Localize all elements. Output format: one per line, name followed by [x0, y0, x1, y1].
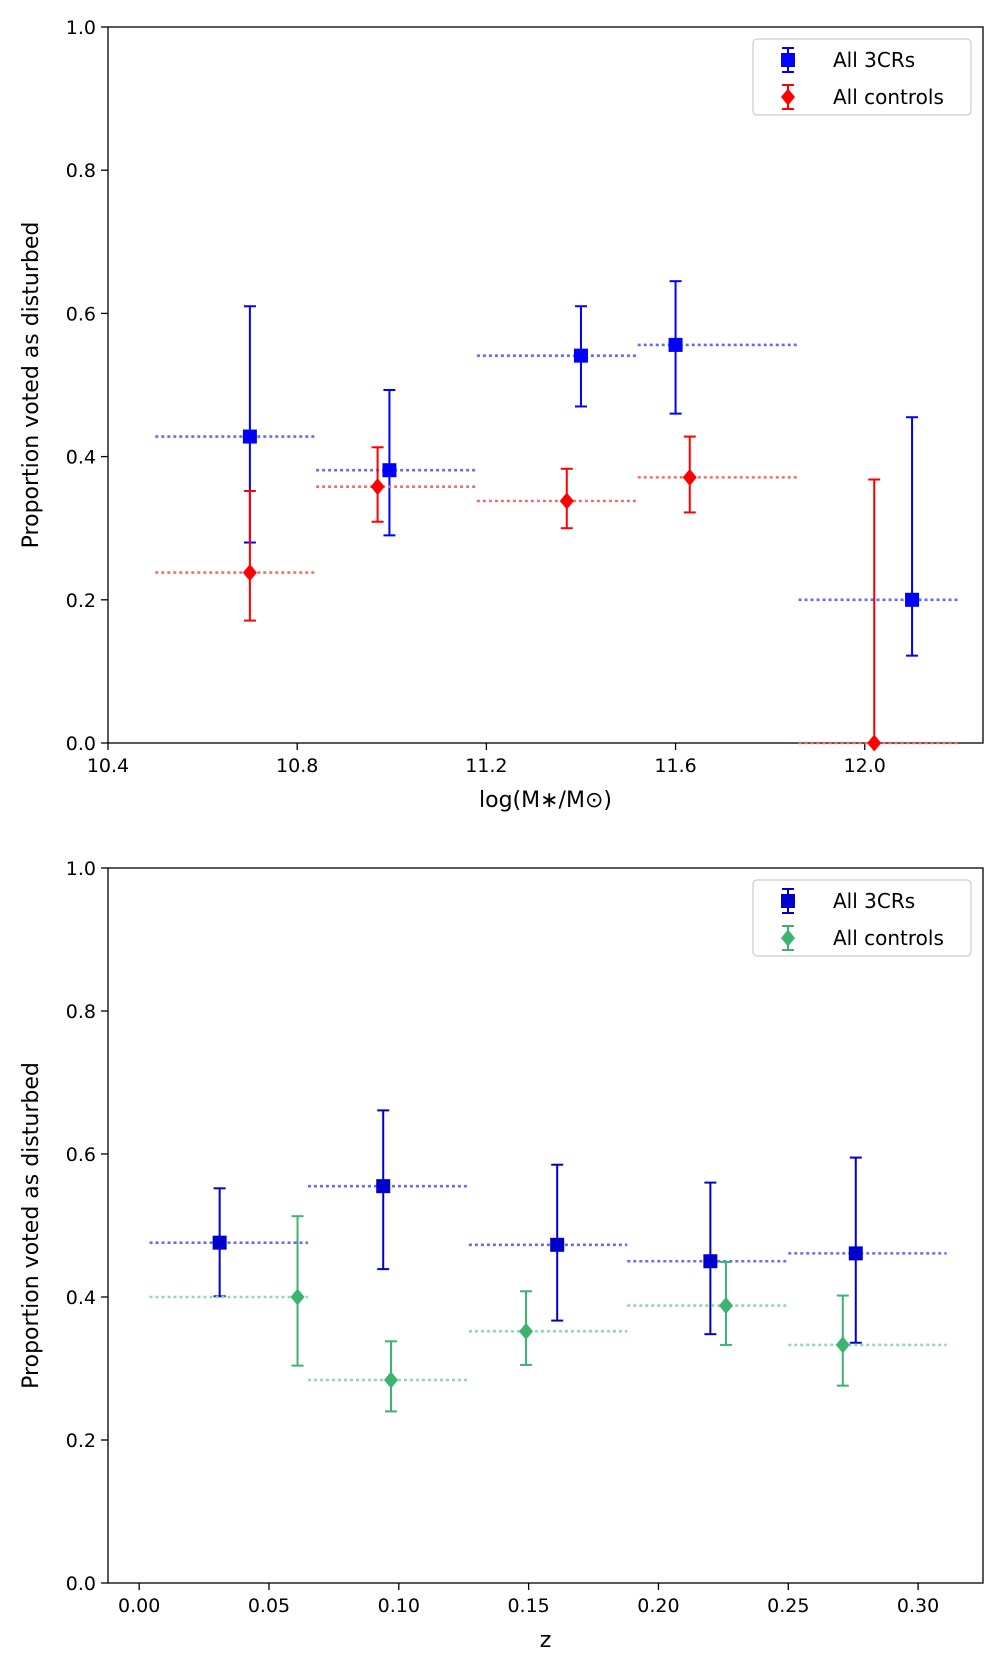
data-point-square: [376, 1179, 391, 1194]
data-point-square: [573, 348, 588, 363]
x-tick-label: 0.00: [118, 1595, 160, 1617]
y-tick-label: 0.6: [66, 303, 96, 325]
plot-frame: [107, 26, 984, 744]
data-point-diamond: [682, 468, 697, 486]
data-point-diamond: [867, 734, 882, 752]
x-tick-label: 0.05: [248, 1595, 290, 1617]
legend: All 3CRs All controls: [752, 879, 972, 957]
data-point-diamond: [370, 478, 385, 496]
data-point-square: [550, 1237, 565, 1252]
series-1: [149, 1109, 947, 1344]
data-point-diamond: [290, 1288, 305, 1306]
y-tick-label: 0.4: [66, 447, 96, 469]
data-point-square: [668, 337, 683, 352]
plot-frame: [107, 867, 984, 1584]
data-point-diamond: [559, 492, 574, 510]
data-point-square: [703, 1254, 718, 1269]
x-tick-label: 11.6: [654, 755, 696, 777]
data-point-diamond: [384, 1371, 399, 1389]
y-tick-label: 0.8: [66, 160, 96, 182]
y-axis-label: Proportion voted as disturbed: [19, 222, 44, 549]
legend-box: [752, 38, 972, 116]
y-tick-label: 0.0: [66, 1573, 96, 1595]
data-point-square: [848, 1246, 863, 1261]
x-tick-label: 0.15: [507, 1595, 549, 1617]
legend-label: All 3CRs: [833, 48, 915, 72]
data-point-diamond: [519, 1322, 534, 1340]
legend-marker-square: [781, 53, 795, 67]
series-2: [149, 1215, 947, 1413]
data-point-diamond: [242, 564, 257, 582]
x-axis-label: z: [540, 1628, 552, 1653]
y-tick-label: 0.0: [66, 733, 96, 755]
y-tick-label: 0.4: [66, 1287, 96, 1309]
x-tick-label: 12.0: [844, 755, 886, 777]
x-tick-label: 10.8: [276, 755, 318, 777]
legend-label: All 3CRs: [833, 889, 915, 913]
x-tick-label: 11.2: [465, 755, 507, 777]
x-axis-label: log(M∗/M⊙): [479, 788, 612, 813]
legend: All 3CRs All controls: [752, 38, 972, 116]
legend-label: All controls: [833, 926, 944, 950]
legend-marker-square: [781, 894, 795, 908]
y-axis-label: Proportion voted as disturbed: [19, 1062, 44, 1389]
x-tick-label: 0.30: [897, 1595, 939, 1617]
data-point-diamond: [835, 1336, 850, 1354]
data-point-square: [242, 429, 257, 444]
x-tick-label: 10.4: [87, 755, 129, 777]
y-tick-label: 0.6: [66, 1144, 96, 1166]
series-2: [155, 435, 960, 752]
y-tick-label: 0.2: [66, 1430, 96, 1452]
x-tick-label: 0.25: [767, 1595, 809, 1617]
x-tick-label: 0.10: [378, 1595, 420, 1617]
data-point-square: [212, 1235, 227, 1250]
data-point-diamond: [718, 1297, 733, 1315]
chart-panel-2: 0.00 0.05 0.10 0.15 0.20 0.25 0.30 0.0 0.2 0.4 0.6…: [19, 858, 984, 1653]
y-tick-label: 0.8: [66, 1001, 96, 1023]
legend-marker-diamond: [781, 929, 795, 947]
legend-marker-diamond: [781, 88, 795, 106]
legend-label: All controls: [833, 85, 944, 109]
y-tick-label: 0.2: [66, 590, 96, 612]
chart-panel-1: 10.4 10.8 11.2 11.6 12.0 0.0 0.2 0.4 0.6 0.8 1.0 lo…: [19, 17, 984, 813]
y-tick-label: 1.0: [66, 858, 96, 880]
legend-box: [752, 879, 972, 957]
data-point-square: [905, 592, 920, 607]
data-point-square: [382, 463, 397, 478]
x-tick-label: 0.20: [637, 1595, 679, 1617]
y-tick-label: 1.0: [66, 17, 96, 39]
